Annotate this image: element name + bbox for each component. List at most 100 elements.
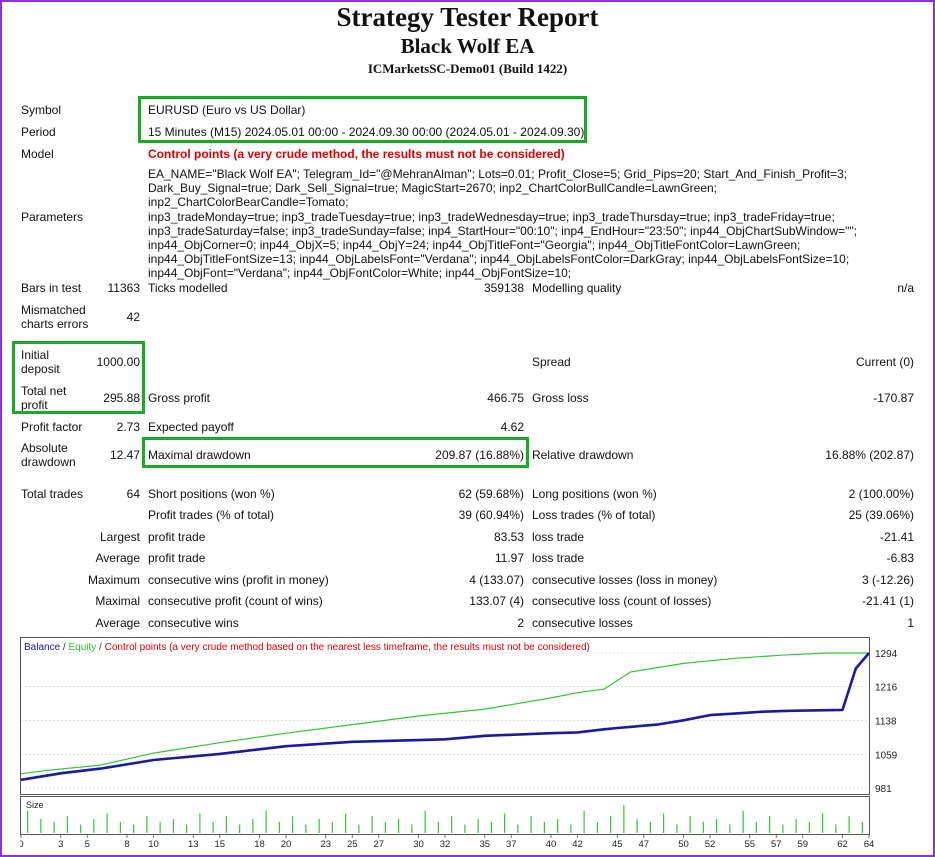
loss-trades-value: 25 (39.06%) bbox=[848, 508, 914, 522]
maxdd-label: Maximal drawdown bbox=[148, 448, 251, 462]
maximal-label: Maximal bbox=[95, 594, 140, 608]
short-value: 62 (59.68%) bbox=[458, 487, 524, 501]
ticks-value: 359138 bbox=[483, 281, 524, 295]
x-tick-label: 64 bbox=[864, 839, 875, 849]
mismatch-value: 42 bbox=[126, 310, 140, 324]
avg-losses-value: 1 bbox=[907, 616, 914, 630]
max-losses-label: consecutive losses (loss in money) bbox=[532, 573, 718, 587]
deposit-label: Initial bbox=[21, 348, 50, 362]
largest-loss-label: loss trade bbox=[532, 530, 585, 544]
netprofit-value: 295.88 bbox=[103, 391, 140, 405]
y-tick-label: 1216 bbox=[875, 683, 898, 694]
x-tick-label: 5 bbox=[85, 839, 90, 849]
average-loss-value: -6.83 bbox=[886, 551, 914, 565]
max-wins-label: consecutive wins (profit in money) bbox=[148, 573, 329, 587]
trades-value: 64 bbox=[126, 487, 140, 501]
model-label: Model bbox=[21, 147, 54, 161]
profit-factor-label: Profit factor bbox=[21, 420, 83, 434]
profit-factor-value: 2.73 bbox=[116, 420, 140, 434]
chart-lines bbox=[20, 652, 870, 782]
avg-consec-label: Average bbox=[95, 616, 140, 630]
y-tick-label: 981 bbox=[875, 784, 892, 795]
short-label: Short positions (won %) bbox=[148, 487, 275, 501]
spread-label: Spread bbox=[532, 355, 571, 369]
symbol-label: Symbol bbox=[21, 103, 62, 117]
mismatch-label: Mismatched bbox=[21, 303, 86, 317]
maximal-profit-label: consecutive profit (count of wins) bbox=[148, 594, 323, 608]
largest-label: Largest bbox=[99, 530, 140, 544]
bars-label: Bars in test bbox=[21, 281, 82, 295]
deposit-value: 1000.00 bbox=[96, 355, 140, 369]
max-wins-value: 4 (133.07) bbox=[469, 573, 524, 587]
profit-trades-label: Profit trades (% of total) bbox=[148, 508, 275, 522]
balance-line bbox=[20, 652, 870, 782]
y-axis: 981 1059 1138 1216 1294 bbox=[875, 649, 898, 795]
largest-profit-value: 83.53 bbox=[493, 530, 524, 544]
avg-wins-value: 2 bbox=[517, 616, 524, 630]
legend-equity: Equity bbox=[68, 642, 96, 653]
grossloss-value: -170.87 bbox=[873, 391, 914, 405]
quality-value: n/a bbox=[897, 281, 914, 295]
profit-trades-value: 39 (60.94%) bbox=[458, 508, 524, 522]
average-profit-label: profit trade bbox=[148, 551, 206, 565]
x-tick-label: 37 bbox=[506, 839, 517, 849]
maxdd-value: 209.87 (16.88%) bbox=[435, 448, 524, 462]
highlight-max-drawdown bbox=[142, 437, 529, 468]
netprofit-label-2: profit bbox=[21, 398, 48, 412]
period-value: 15 Minutes (M15) 2024.05.01 00:00 - 2024… bbox=[148, 125, 585, 139]
x-tick-label: 50 bbox=[678, 839, 689, 849]
spread-value: Current (0) bbox=[855, 355, 914, 369]
average-label: Average bbox=[95, 551, 140, 565]
long-value: 2 (100.00%) bbox=[848, 487, 914, 501]
grossloss-label: Gross loss bbox=[532, 391, 589, 405]
absdd-label-2: drawdown bbox=[21, 455, 76, 469]
x-tick-label: 23 bbox=[320, 839, 331, 849]
quality-label: Modelling quality bbox=[532, 281, 622, 295]
x-tick-label: 0 bbox=[20, 839, 24, 849]
parameters-label: Parameters bbox=[21, 210, 84, 224]
loss-trades-label: Loss trades (% of total) bbox=[532, 508, 656, 522]
netprofit-label: Total net bbox=[21, 384, 67, 398]
x-tick-label: 10 bbox=[148, 839, 159, 849]
deposit-label-2: deposit bbox=[21, 362, 60, 376]
x-tick-label: 32 bbox=[440, 839, 451, 849]
x-tick-label: 30 bbox=[413, 839, 424, 849]
legend-separator: / bbox=[96, 642, 104, 653]
x-axis: 0 3 5 8 10 13 15 18 20 23 25 27 30 32 35 37 40 42 45 47 50 52… bbox=[20, 834, 874, 849]
grossprofit-value: 466.75 bbox=[487, 391, 524, 405]
x-tick-label: 27 bbox=[373, 839, 384, 849]
x-tick-label: 15 bbox=[214, 839, 225, 849]
parameters-line: inp3_tradeSaturday=false; inp3_tradeSund… bbox=[148, 223, 858, 238]
highlight-deposit-profit bbox=[12, 341, 145, 414]
size-plot-frame bbox=[20, 796, 870, 835]
x-tick-label: 8 bbox=[124, 839, 129, 849]
parameters-line: inp44_ObjTitleFontSize=13; inp44_ObjLabe… bbox=[148, 252, 850, 267]
ticks-label: Ticks modelled bbox=[148, 281, 228, 295]
maximal-loss-value: -21.41 (1) bbox=[861, 594, 914, 608]
average-loss-label: loss trade bbox=[532, 551, 585, 565]
parameters-line: Dark_Buy_Signal=true; Dark_Sell_Signal=t… bbox=[148, 181, 717, 210]
mismatch-label-2: charts errors bbox=[21, 317, 89, 331]
maximal-loss-label: consecutive loss (count of losses) bbox=[532, 594, 712, 608]
x-tick-label: 42 bbox=[572, 839, 583, 849]
chart-legend: Balance / Equity / Control points (a ver… bbox=[24, 642, 590, 653]
trades-label: Total trades bbox=[21, 487, 84, 501]
payoff-label: Expected payoff bbox=[148, 420, 234, 434]
x-tick-label: 59 bbox=[797, 839, 808, 849]
grossprofit-label: Gross profit bbox=[148, 391, 211, 405]
parameters-line: EA_NAME="Black Wolf EA"; Telegram_Id="@M… bbox=[148, 167, 848, 181]
x-tick-label: 25 bbox=[347, 839, 358, 849]
size-label: Size bbox=[26, 800, 44, 810]
y-tick-label: 1138 bbox=[875, 716, 897, 727]
x-tick-label: 45 bbox=[612, 839, 623, 849]
average-profit-value: 11.97 bbox=[494, 551, 524, 565]
chart-grid bbox=[21, 652, 869, 789]
parameters-line: inp44_ObjFont="Verdana"; inp44_ObjFontCo… bbox=[148, 266, 572, 281]
x-tick-label: 52 bbox=[705, 839, 716, 849]
x-tick-label: 55 bbox=[744, 839, 755, 849]
largest-profit-label: profit trade bbox=[148, 530, 206, 544]
legend-note: Control points (a very crude method base… bbox=[105, 642, 590, 653]
x-tick-label: 13 bbox=[188, 839, 199, 849]
absdd-value: 12.47 bbox=[109, 448, 140, 462]
